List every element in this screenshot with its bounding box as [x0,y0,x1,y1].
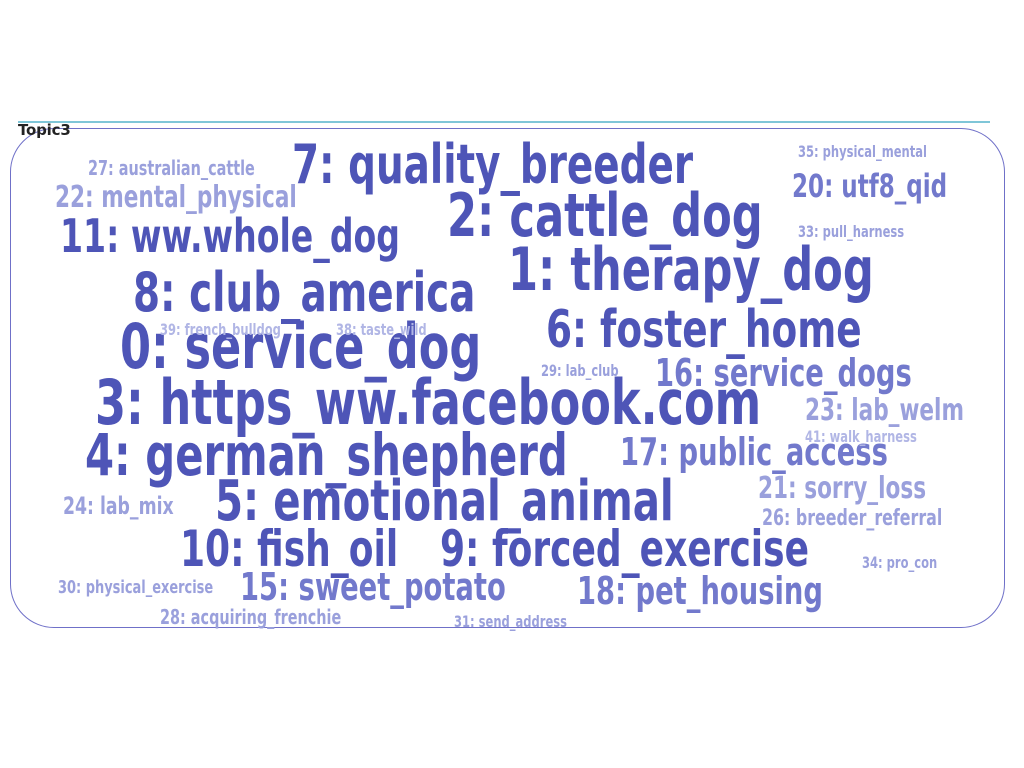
cloud-word-39: 39: french_bulldog [160,320,281,339]
cloud-word-10: 10: fish_oil [180,520,399,578]
cloud-word-20: 20: utf8_qid [792,167,948,205]
cloud-word-24: 24: lab_mix [63,492,174,520]
cloud-word-23: 23: lab_welm [805,393,964,428]
cloud-word-1: 1: therapy_dog [508,235,874,305]
cloud-word-35: 35: physical_mental [798,142,927,161]
cloud-word-26: 26: breeder_referral [762,506,943,531]
cloud-word-7: 7: quality_breeder [292,133,694,196]
cloud-word-34: 34: pro_con [862,553,938,572]
word-cloud-frame [10,128,1005,628]
cloud-word-30: 30: physical_exercise [58,577,214,598]
cloud-word-16: 16: service_dogs [655,351,912,395]
cloud-word-33: 33: pull_harness [798,222,905,241]
cloud-word-6: 6: foster_home [546,300,862,360]
cloud-word-15: 15: sweet_potato [240,565,506,609]
cloud-word-29: 29: lab_club [541,361,619,380]
cloud-word-3: 3: https_ww.facebook.com [95,366,762,439]
cloud-word-18: 18: pet_housing [577,569,823,613]
topic-title: Topic3 [18,121,71,139]
cloud-word-0: 0: service_dog [120,310,482,383]
title-underline [18,121,990,123]
cloud-word-27: 27: australian_cattle [88,156,255,180]
cloud-word-9: 9: forced_exercise [440,520,809,578]
cloud-word-2: 2: cattle_dog [447,181,763,251]
cloud-word-38: 38: taste_wild [336,320,427,339]
cloud-word-4: 4: german_shepherd [85,421,568,489]
cloud-word-17: 17: public_access [620,430,888,474]
cloud-word-5: 5: emotional_animal [215,469,674,534]
cloud-word-22: 22: mental_physical [55,180,297,215]
cloud-word-21: 21: sorry_loss [758,471,927,506]
cloud-word-11: 11: ww.whole_dog [60,209,400,263]
cloud-word-31: 31: send_address [454,612,568,631]
cloud-word-28: 28: acquiring_frenchie [160,605,342,629]
cloud-word-8: 8: club_america [133,261,476,324]
cloud-word-41: 41: walk_harness [805,427,917,446]
